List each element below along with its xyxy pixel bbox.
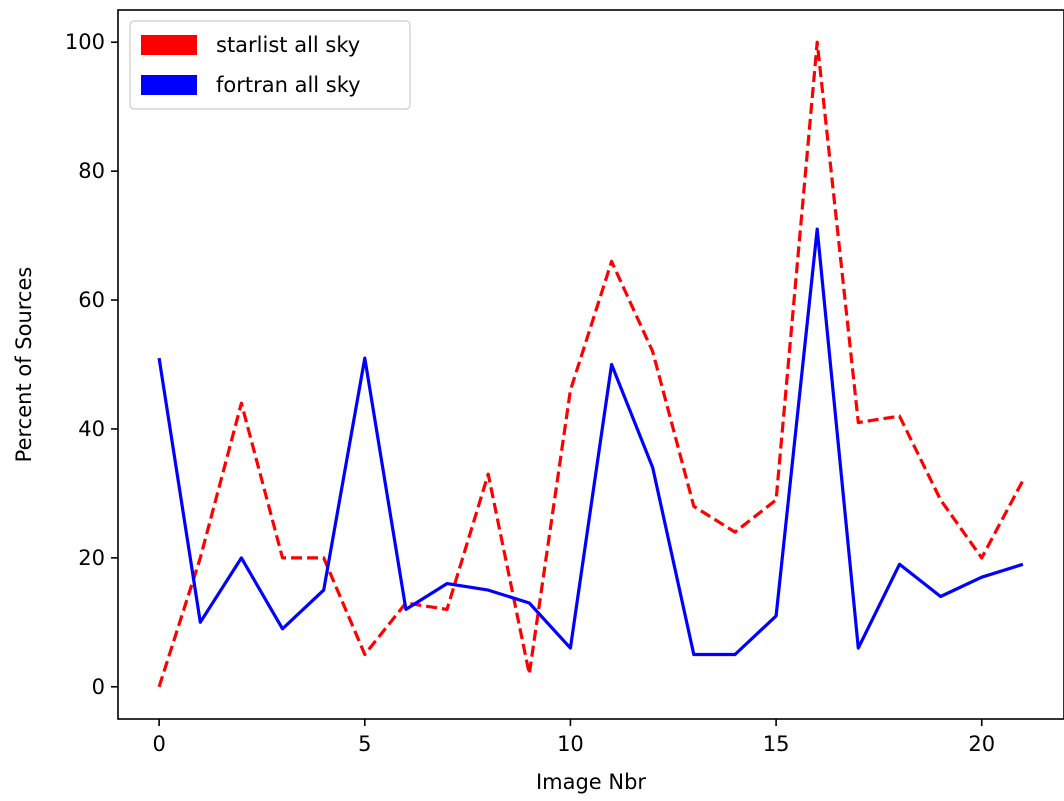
series-line-2 <box>157 227 1024 657</box>
legend-box <box>129 20 411 110</box>
plot-frame <box>117 9 1064 720</box>
y-tick-label: 40 <box>78 417 105 441</box>
x-axis-label: Image Nbr <box>536 770 646 794</box>
y-tick-label: 60 <box>78 288 105 312</box>
y-tick-label: 0 <box>92 675 105 699</box>
y-axis-label: Percent of Sources <box>12 267 36 463</box>
legend-swatch <box>141 35 197 55</box>
x-tick-label: 10 <box>557 732 584 756</box>
y-tick-label: 100 <box>65 30 105 54</box>
legend-swatch <box>141 75 197 95</box>
y-tick-label: 80 <box>78 159 105 183</box>
y-tick-label: 20 <box>78 546 105 570</box>
legend-label: fortran all sky <box>216 73 361 97</box>
x-tick-label: 5 <box>358 732 371 756</box>
x-tick-label: 15 <box>763 732 790 756</box>
x-tick-label: 0 <box>152 732 165 756</box>
legend: starlist all sky fortran all sky <box>129 20 411 110</box>
y-axis-ticks: 0 20 40 60 80 100 <box>65 30 118 699</box>
series-layer <box>157 40 1025 688</box>
legend-label: starlist all sky <box>216 33 360 57</box>
x-axis-ticks: 0 5 10 15 20 <box>152 719 995 756</box>
series-line-1 <box>157 40 1025 688</box>
x-tick-label: 20 <box>968 732 995 756</box>
